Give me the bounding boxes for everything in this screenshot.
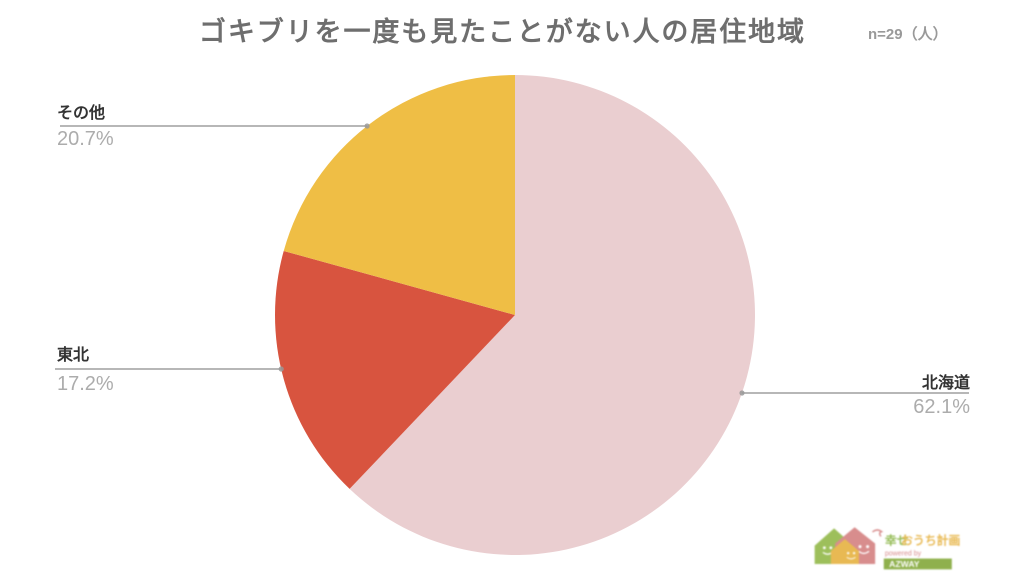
svg-text:powered by: powered by — [885, 550, 922, 557]
svg-text:AZWAY: AZWAY — [889, 559, 920, 569]
svg-text:おうち計画: おうち計画 — [901, 534, 960, 548]
